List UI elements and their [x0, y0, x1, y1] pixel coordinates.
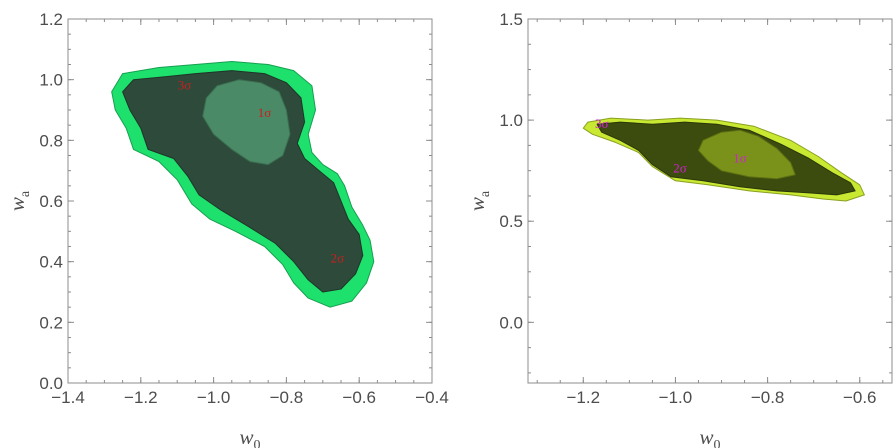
x-tick-label: −0.6	[342, 388, 376, 407]
y-tick-label: 0.8	[39, 131, 63, 150]
contour-region-1sigma	[698, 129, 796, 180]
y-axis-label: wa	[5, 190, 33, 211]
contour-label: 3σ	[595, 116, 609, 131]
y-tick-label: 0.5	[499, 212, 523, 231]
contour-label: 3σ	[178, 78, 192, 93]
x-tick-label: −0.8	[270, 388, 304, 407]
contour-region-1sigma	[202, 79, 291, 166]
y-tick-label: 1.2	[39, 10, 63, 29]
right-contour-panel: −1.2 −1.0 −0.8 −0.6 0.0 0.5 1.0 1.5 1σ 2σ 3σ w0 wa	[465, 10, 893, 448]
y-tick-label: 1.5	[499, 10, 523, 29]
y-tick-label: 0.0	[499, 313, 523, 332]
contour-label: 1σ	[733, 151, 747, 166]
y-tick-label: 0.0	[39, 374, 63, 393]
y-tick-label: 1.0	[499, 111, 523, 130]
x-tick-label: −1.2	[567, 388, 601, 407]
x-tick-label: −1.4	[51, 388, 85, 407]
contour-label: 2σ	[331, 251, 345, 266]
x-tick-label: −0.6	[843, 388, 877, 407]
x-tick-label: −1.0	[659, 388, 693, 407]
plot-frame	[527, 18, 893, 384]
contour-label: 1σ	[258, 105, 272, 120]
x-tick-label: −1.2	[124, 388, 158, 407]
x-axis-label: w0	[239, 425, 260, 448]
left-contour-panel: −1.4 −1.2 −1.0 −0.8 −0.6 −0.4 0.0 0.2 0.4 0.6 0.8 1…	[5, 10, 449, 448]
x-tick-label: −1.0	[197, 388, 231, 407]
y-tick-label: 0.2	[39, 313, 63, 332]
y-tick-label: 0.4	[39, 253, 63, 272]
contour-label: 2σ	[673, 161, 687, 176]
y-axis-label: wa	[465, 190, 493, 211]
x-tick-label: −0.4	[415, 388, 449, 407]
contour-region-2sigma	[122, 70, 364, 293]
y-tick-label: 1.0	[39, 71, 63, 90]
x-axis-label: w0	[699, 425, 720, 448]
y-tick-label: 0.6	[39, 192, 63, 211]
x-tick-label: −0.8	[751, 388, 785, 407]
